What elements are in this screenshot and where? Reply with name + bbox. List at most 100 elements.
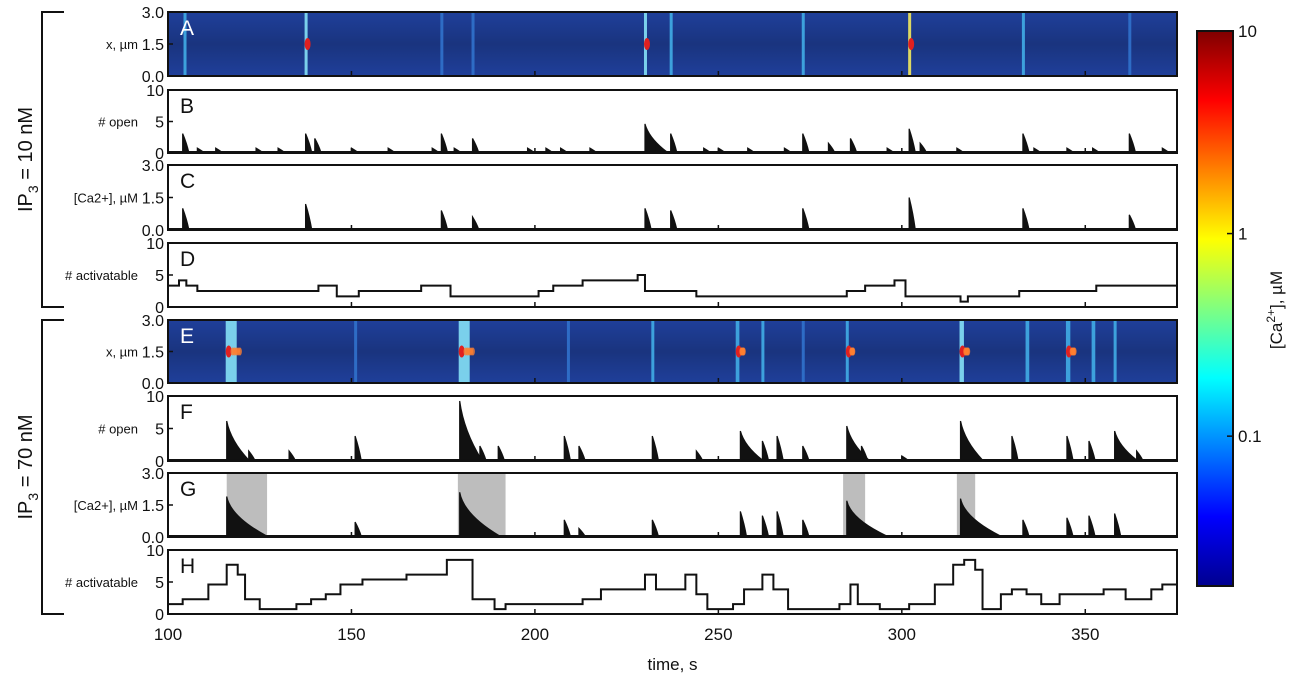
y-axis-label: [Ca2+], µM bbox=[74, 498, 138, 513]
y-tick-label: 0.0 bbox=[142, 69, 164, 86]
y-tick-label: 3.0 bbox=[142, 5, 164, 22]
x-tick-label: 300 bbox=[888, 625, 916, 644]
heatmap-hotspot bbox=[470, 347, 475, 356]
spike-mark bbox=[226, 496, 267, 537]
x-axis-label: time, s bbox=[647, 655, 697, 674]
y-tick-label: 10 bbox=[146, 389, 164, 406]
panel-letter: B bbox=[180, 95, 194, 118]
panel-g: 3.0 1.5 0.0 G [Ca2+], µM bbox=[74, 466, 1178, 547]
heatmap-event bbox=[440, 12, 444, 76]
spike-mark bbox=[670, 133, 678, 153]
heatmap-event bbox=[566, 320, 570, 383]
spike-mark bbox=[545, 147, 554, 153]
spike-mark bbox=[1033, 147, 1042, 153]
spike-mark bbox=[644, 123, 669, 153]
panel-letter: E bbox=[180, 325, 194, 348]
spike-mark bbox=[747, 147, 756, 153]
spike-mark bbox=[802, 445, 810, 461]
spike-mark bbox=[471, 214, 480, 230]
spike-mark bbox=[908, 128, 916, 153]
spike-mark bbox=[563, 435, 571, 461]
spike-mark bbox=[1011, 435, 1019, 461]
spike-mark bbox=[651, 519, 660, 537]
spike-mark bbox=[589, 147, 598, 153]
spike-mark bbox=[846, 425, 871, 461]
heatmap-event bbox=[183, 12, 187, 76]
y-axis-label: # open bbox=[98, 115, 138, 130]
heatmap-event bbox=[1113, 320, 1117, 383]
panel-letter: G bbox=[180, 478, 196, 501]
colorbar: 10 1 0.1 [Ca2+], µM bbox=[1196, 22, 1286, 587]
spike-mark bbox=[304, 133, 313, 153]
spike-mark bbox=[717, 147, 727, 153]
spike-mark bbox=[846, 500, 888, 537]
spike-mark bbox=[526, 147, 536, 153]
spike-mark bbox=[1128, 214, 1137, 230]
spike-mark bbox=[860, 445, 869, 461]
axes-frame bbox=[167, 395, 1178, 462]
axes-frame bbox=[167, 242, 1178, 308]
spike-mark bbox=[314, 138, 322, 153]
heatmap-hotspot bbox=[458, 345, 465, 358]
y-tick-label: 10 bbox=[146, 236, 164, 253]
spike-mark bbox=[387, 147, 397, 153]
spike-mark bbox=[849, 138, 858, 153]
panels: 3.0 1.5 0.0 Ax, µm 10 5 0 B # open 3.0 1.5 0.0 C [Ca2… bbox=[65, 5, 1178, 624]
spike-mark bbox=[304, 203, 313, 230]
heatmap-shade bbox=[168, 320, 1177, 383]
spike-mark bbox=[1088, 515, 1096, 537]
heatmap-hotspot bbox=[225, 345, 232, 358]
spike-mark bbox=[695, 449, 704, 461]
spike-mark bbox=[1114, 430, 1139, 461]
spike-mark bbox=[1128, 133, 1137, 153]
heatmap-event bbox=[1091, 320, 1096, 383]
heatmap-hotspot bbox=[1072, 347, 1077, 356]
spike-mark bbox=[802, 519, 810, 537]
group-bracket bbox=[41, 319, 64, 615]
spike-mark bbox=[1092, 147, 1101, 153]
spike-mark bbox=[440, 210, 449, 230]
y-tick-label: 5 bbox=[155, 575, 164, 592]
panel-d: 10 5 0 D # activatable bbox=[65, 236, 1178, 317]
y-axis-label: # activatable bbox=[65, 268, 138, 283]
panel-letter: C bbox=[180, 170, 195, 193]
heatmap-event bbox=[669, 12, 673, 76]
spike-mark bbox=[563, 519, 572, 537]
spike-mark bbox=[479, 445, 487, 461]
y-tick-label: 0.0 bbox=[142, 376, 164, 393]
y-tick-label: 0 bbox=[155, 454, 164, 471]
spike-mark bbox=[959, 498, 1001, 537]
spike-mark bbox=[497, 445, 506, 461]
spike-mark bbox=[651, 435, 660, 461]
spike-mark bbox=[739, 430, 765, 461]
spike-mark bbox=[802, 133, 810, 153]
heatmap-hotspot bbox=[908, 38, 915, 50]
spike-mark bbox=[182, 133, 190, 153]
spike-mark bbox=[354, 435, 362, 461]
y-tick-label: 3.0 bbox=[142, 313, 164, 330]
y-tick-label: 1.5 bbox=[142, 191, 164, 208]
y-axis-label: x, µm bbox=[106, 345, 138, 360]
spike-mark bbox=[215, 147, 224, 153]
x-tick-label: 350 bbox=[1071, 625, 1099, 644]
heatmap-event bbox=[471, 12, 475, 76]
x-tick-label: 250 bbox=[704, 625, 732, 644]
heatmap-event bbox=[801, 12, 805, 76]
spike-mark bbox=[453, 147, 463, 153]
heatmap-event bbox=[761, 320, 765, 383]
y-tick-label: 3.0 bbox=[142, 466, 164, 483]
spike-mark bbox=[776, 435, 784, 461]
panel-a: 3.0 1.5 0.0 Ax, µm bbox=[106, 5, 1178, 86]
spike-mark bbox=[578, 445, 586, 461]
heatmap-hotspot bbox=[643, 38, 650, 50]
colorbar-bar bbox=[1196, 30, 1234, 587]
panel-letter: D bbox=[180, 248, 195, 271]
spike-mark bbox=[1022, 133, 1030, 153]
spike-mark bbox=[182, 208, 190, 230]
spike-mark bbox=[956, 147, 965, 153]
y-axis-label: x, µm bbox=[106, 37, 138, 52]
colorbar-tick-label: 1 bbox=[1238, 225, 1247, 244]
spike-mark bbox=[761, 515, 770, 537]
y-tick-label: 0 bbox=[155, 607, 164, 624]
panel-h: 10 5 0 H # activatable bbox=[65, 543, 1178, 624]
